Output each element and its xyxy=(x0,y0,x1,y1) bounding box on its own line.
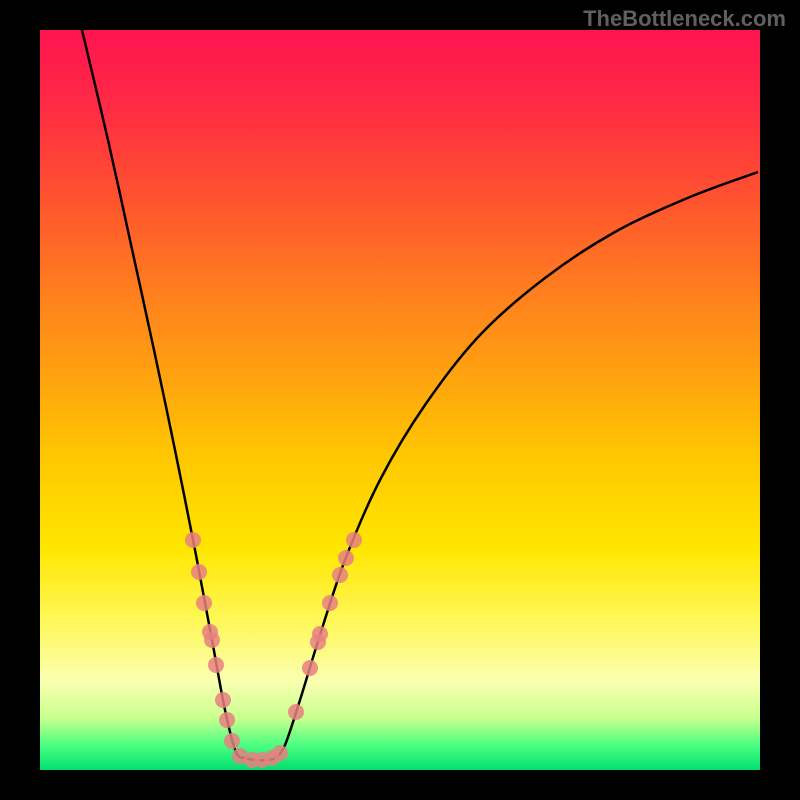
data-marker xyxy=(272,745,288,761)
data-marker xyxy=(204,632,220,648)
watermark-text: TheBottleneck.com xyxy=(583,6,786,32)
plot-background xyxy=(40,30,760,770)
data-marker xyxy=(191,564,207,580)
data-marker xyxy=(338,550,354,566)
data-marker xyxy=(208,657,224,673)
data-marker xyxy=(215,692,231,708)
bottleneck-chart-svg xyxy=(0,0,800,800)
data-marker xyxy=(185,532,201,548)
data-marker xyxy=(219,712,235,728)
data-marker xyxy=(312,626,328,642)
data-marker xyxy=(288,704,304,720)
data-marker xyxy=(346,532,362,548)
data-marker xyxy=(302,660,318,676)
data-marker xyxy=(332,567,348,583)
data-marker xyxy=(322,595,338,611)
data-marker xyxy=(196,595,212,611)
chart-container: TheBottleneck.com xyxy=(0,0,800,800)
data-marker xyxy=(224,733,240,749)
